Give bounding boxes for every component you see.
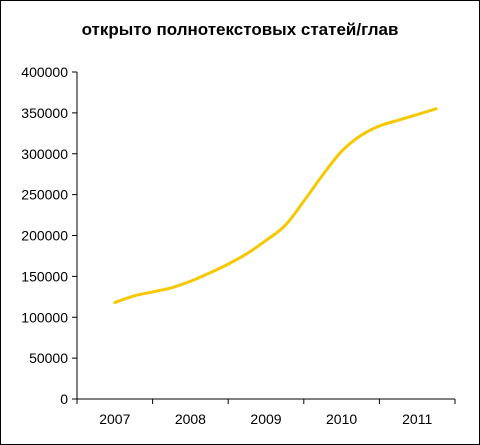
data-point — [246, 252, 248, 255]
data-point — [378, 125, 381, 127]
x-tick-label: 2007 — [99, 411, 130, 427]
y-tick-label: 400000 — [21, 64, 68, 80]
data-point — [397, 119, 400, 122]
data-point — [132, 295, 135, 297]
data-point — [170, 287, 173, 289]
x-tick-label: 2008 — [175, 411, 206, 427]
series-line — [113, 107, 438, 305]
data-point — [321, 174, 324, 176]
data-point — [435, 107, 437, 110]
y-tick-label: 250000 — [21, 187, 68, 203]
y-axis-ticks: 0 50000 100000 150000 200000 250000 300000 3500… — [21, 64, 77, 407]
y-tick-label: 100000 — [21, 309, 68, 325]
x-axis-ticks: 2007 2008 2009 2010 2011 — [76, 399, 456, 427]
data-point — [189, 280, 192, 283]
data-point — [359, 134, 362, 137]
data-point — [340, 150, 343, 153]
series-layer — [113, 107, 438, 305]
data-point — [416, 113, 419, 116]
data-point — [303, 200, 305, 202]
x-tick-label: 2009 — [250, 411, 281, 427]
data-point — [227, 263, 229, 265]
data-point — [208, 272, 211, 274]
y-tick-label: 300000 — [21, 146, 68, 162]
chart-title: открыто полнотекстовых статей/глав — [81, 20, 399, 39]
x-tick-label: 2011 — [402, 411, 432, 427]
data-point — [265, 239, 267, 242]
data-point — [284, 224, 286, 227]
data-point — [114, 301, 116, 304]
y-tick-label: 350000 — [21, 105, 68, 121]
x-tick-label: 2010 — [326, 411, 357, 427]
y-tick-label: 200000 — [21, 228, 68, 244]
data-point — [151, 291, 154, 293]
y-tick-label: 50000 — [29, 350, 68, 366]
y-tick-label: 150000 — [21, 268, 68, 284]
y-tick-label: 0 — [60, 391, 68, 407]
